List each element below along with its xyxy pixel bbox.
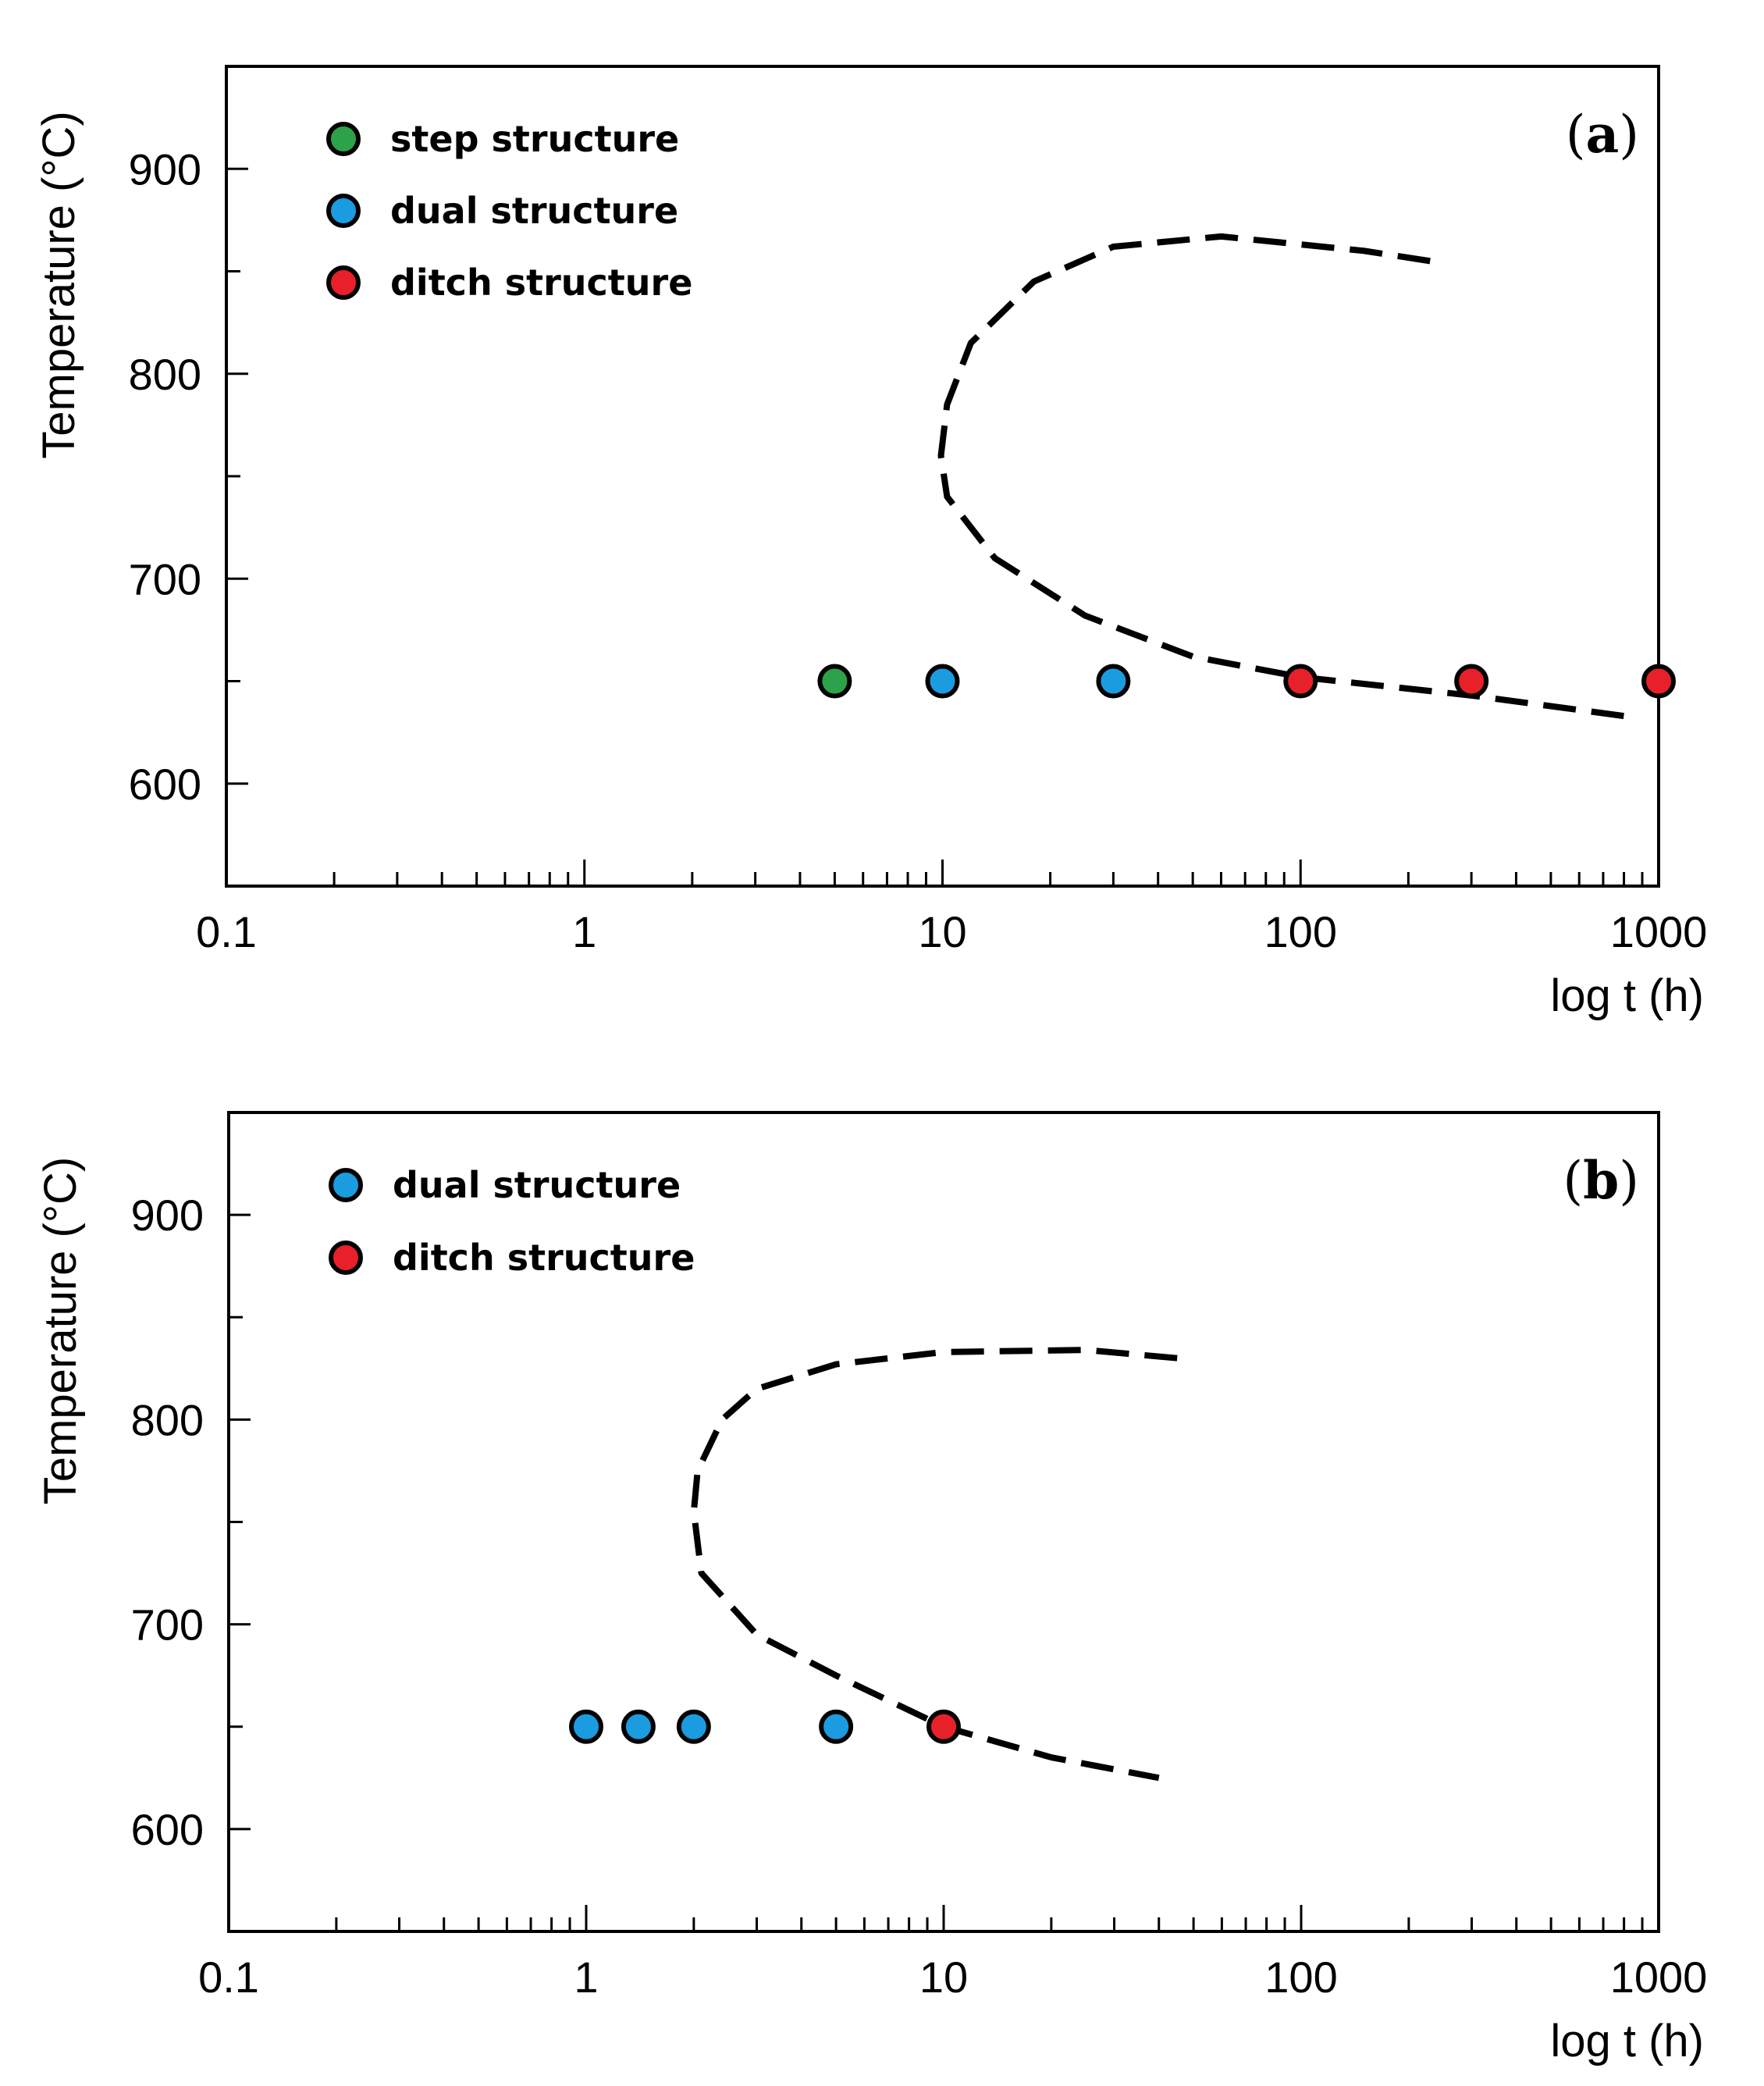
y-tick-label: 600: [129, 760, 201, 809]
data-point-dual-structure: [1096, 664, 1131, 699]
panel-label-letter: a: [1585, 104, 1619, 165]
y-tick-label: 700: [131, 1600, 204, 1650]
data-point-dual-structure: [819, 1709, 854, 1744]
x-axis-title: log t (h): [1550, 970, 1704, 1021]
x-tick-label: 1000: [1610, 1953, 1708, 2002]
legend-label: ditch structure: [393, 1237, 695, 1279]
panel-label-open: (: [1566, 105, 1586, 165]
panel-label-close: ): [1619, 105, 1639, 165]
panel-label-open: (: [1563, 1151, 1583, 1211]
y-axis-title: Temperature (°C): [34, 111, 84, 458]
x-tick-label: 0.1: [196, 907, 257, 956]
y-tick-label: 900: [129, 144, 201, 194]
panel-label-close: ): [1619, 1151, 1639, 1211]
x-tick-label: 1: [574, 1953, 598, 2002]
data-point-ditch-structure: [926, 1709, 961, 1744]
x-tick-label: 1: [572, 907, 596, 956]
y-tick-label: 700: [129, 554, 201, 603]
legend-label: step structure: [390, 118, 679, 160]
y-tick-label: 900: [131, 1191, 204, 1240]
x-tick-label: 1000: [1610, 907, 1708, 956]
legend-marker: [329, 1168, 363, 1202]
panel-label: (b): [1563, 1150, 1639, 1211]
chart-panel-b: 0.1 1 10 100 1000 600 700 800 900 log t (h) Temper…: [35, 1111, 1708, 2066]
plot-frame: [227, 1111, 1660, 1933]
data-point-ditch-structure: [1454, 664, 1489, 699]
x-tick-label: 100: [1264, 1953, 1337, 2002]
data-point-ditch-structure: [1641, 664, 1676, 699]
legend-label: dual structure: [390, 190, 678, 232]
legend-marker: [326, 194, 361, 228]
boundary-curve: [690, 1347, 1178, 1782]
data-point-step-structure: [817, 664, 852, 699]
legend-marker: [326, 122, 361, 156]
x-tick-label: 10: [919, 1953, 968, 2002]
chart-panel-a: 0.1 1 10 100 1000 600 700 800 900 log t (h) Temper…: [34, 65, 1708, 1021]
x-tick-label: 10: [918, 907, 966, 956]
legend-marker: [329, 1241, 363, 1275]
y-axis-title: Temperature (°C): [35, 1157, 86, 1504]
boundary-curve: [937, 233, 1625, 720]
data-point-ditch-structure: [1283, 664, 1318, 699]
x-tick-label: 0.1: [198, 1953, 259, 2002]
legend-marker: [326, 265, 361, 300]
panel-label: (a): [1566, 104, 1639, 165]
legend-label: ditch structure: [390, 262, 692, 304]
y-tick-label: 800: [131, 1395, 204, 1444]
data-point-dual-structure: [676, 1709, 711, 1744]
y-tick-label: 600: [131, 1805, 204, 1854]
y-tick-label: 800: [129, 350, 201, 399]
panel-label-letter: b: [1583, 1150, 1619, 1211]
x-axis-title: log t (h): [1550, 2016, 1704, 2066]
x-tick-label: 100: [1264, 907, 1337, 956]
data-point-dual-structure: [621, 1709, 656, 1744]
data-point-dual-structure: [569, 1709, 603, 1744]
data-point-dual-structure: [925, 664, 960, 699]
legend-label: dual structure: [393, 1164, 681, 1206]
